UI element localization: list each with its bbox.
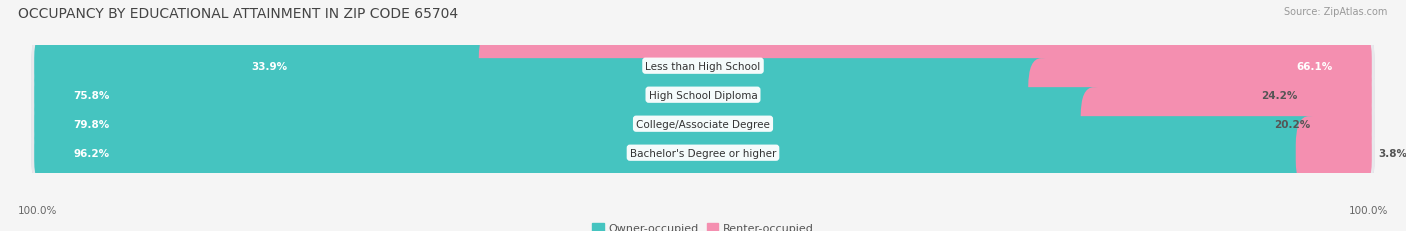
FancyBboxPatch shape: [31, 82, 1375, 166]
FancyBboxPatch shape: [1296, 117, 1372, 189]
Text: 20.2%: 20.2%: [1274, 119, 1310, 129]
FancyBboxPatch shape: [1028, 59, 1372, 132]
Text: 24.2%: 24.2%: [1261, 90, 1298, 100]
FancyBboxPatch shape: [34, 30, 505, 103]
FancyBboxPatch shape: [34, 117, 1322, 189]
Text: 100.0%: 100.0%: [1348, 205, 1388, 215]
Text: 96.2%: 96.2%: [73, 148, 110, 158]
FancyBboxPatch shape: [31, 24, 1375, 109]
FancyBboxPatch shape: [31, 53, 1375, 137]
FancyBboxPatch shape: [34, 59, 1054, 132]
FancyBboxPatch shape: [31, 54, 1375, 139]
FancyBboxPatch shape: [31, 112, 1375, 196]
Text: OCCUPANCY BY EDUCATIONAL ATTAINMENT IN ZIP CODE 65704: OCCUPANCY BY EDUCATIONAL ATTAINMENT IN Z…: [18, 7, 458, 21]
Text: 3.8%: 3.8%: [1378, 148, 1406, 158]
Text: 66.1%: 66.1%: [1296, 61, 1333, 71]
Text: College/Associate Degree: College/Associate Degree: [636, 119, 770, 129]
Text: 33.9%: 33.9%: [252, 61, 288, 71]
FancyBboxPatch shape: [479, 30, 1372, 103]
Text: Less than High School: Less than High School: [645, 61, 761, 71]
FancyBboxPatch shape: [31, 111, 1375, 195]
FancyBboxPatch shape: [1081, 88, 1372, 161]
Text: 75.8%: 75.8%: [73, 90, 110, 100]
Text: 79.8%: 79.8%: [73, 119, 110, 129]
Text: High School Diploma: High School Diploma: [648, 90, 758, 100]
Text: 100.0%: 100.0%: [18, 205, 58, 215]
Legend: Owner-occupied, Renter-occupied: Owner-occupied, Renter-occupied: [588, 218, 818, 231]
FancyBboxPatch shape: [31, 83, 1375, 167]
Text: Bachelor's Degree or higher: Bachelor's Degree or higher: [630, 148, 776, 158]
Text: Source: ZipAtlas.com: Source: ZipAtlas.com: [1284, 7, 1388, 17]
FancyBboxPatch shape: [34, 88, 1107, 161]
FancyBboxPatch shape: [31, 25, 1375, 110]
